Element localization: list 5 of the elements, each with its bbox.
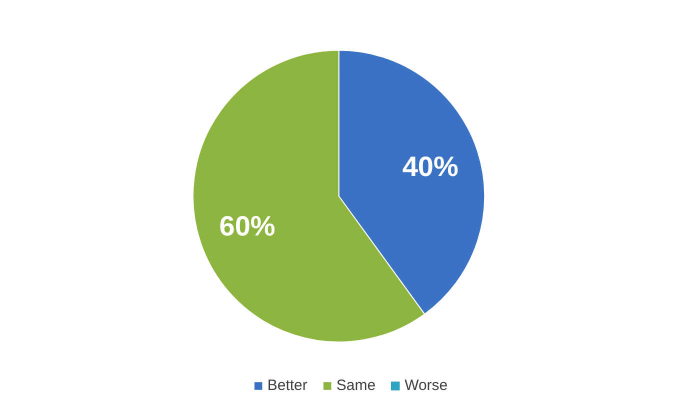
- legend-label: Same: [336, 377, 376, 394]
- legend-label: Better: [267, 377, 308, 394]
- data-label: 60%: [219, 210, 276, 242]
- data-label: 40%: [402, 150, 458, 182]
- legend-label: Worse: [404, 377, 448, 394]
